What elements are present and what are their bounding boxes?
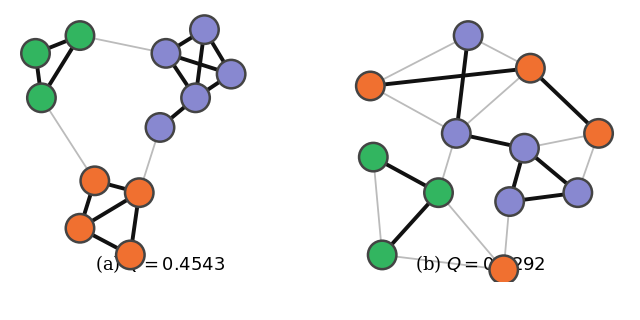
Circle shape [368, 241, 396, 269]
Circle shape [564, 179, 592, 207]
Circle shape [495, 187, 524, 216]
Circle shape [66, 21, 94, 50]
Circle shape [442, 119, 470, 148]
Circle shape [116, 241, 145, 269]
Circle shape [490, 255, 518, 284]
Circle shape [356, 72, 385, 100]
Circle shape [190, 15, 219, 44]
Circle shape [21, 39, 50, 68]
Circle shape [516, 54, 545, 83]
Circle shape [66, 214, 94, 243]
Circle shape [28, 84, 56, 112]
Circle shape [217, 60, 245, 88]
Text: (b) $Q = 0.0292$: (b) $Q = 0.0292$ [415, 253, 545, 275]
Circle shape [359, 143, 387, 171]
Text: (a) $Q = 0.4543$: (a) $Q = 0.4543$ [95, 253, 225, 275]
Circle shape [181, 84, 210, 112]
Circle shape [454, 21, 483, 50]
Circle shape [125, 179, 154, 207]
Circle shape [584, 119, 612, 148]
Circle shape [510, 134, 539, 163]
Circle shape [152, 39, 180, 68]
Circle shape [146, 113, 174, 142]
Circle shape [81, 167, 109, 195]
Circle shape [424, 179, 452, 207]
